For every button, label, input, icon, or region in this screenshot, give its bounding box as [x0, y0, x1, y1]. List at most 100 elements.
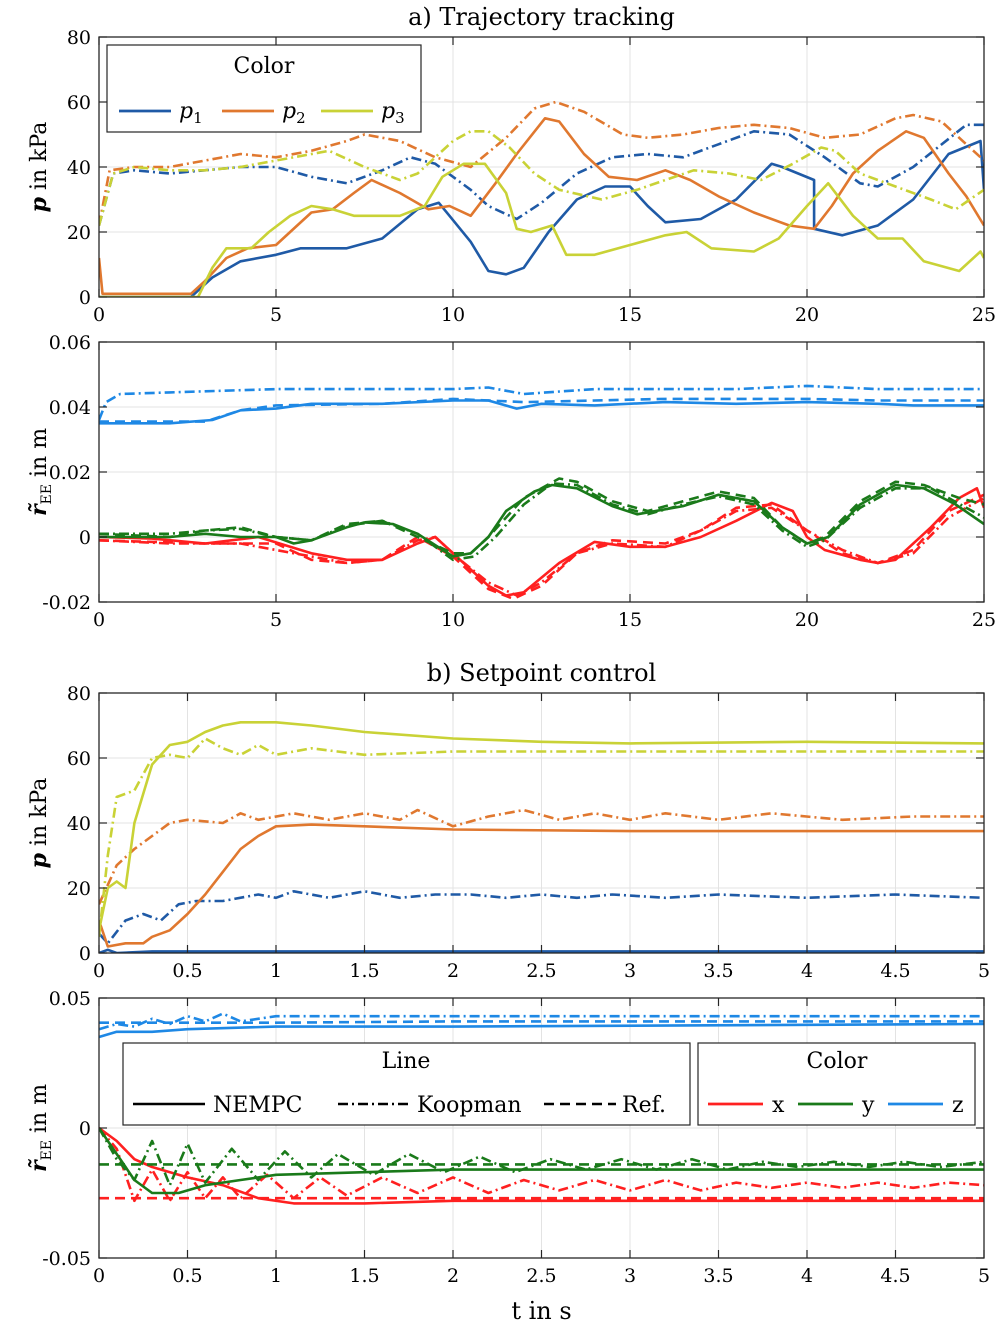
legend-title: Color	[234, 54, 295, 79]
legend-label: p3	[381, 99, 405, 127]
x-tick-label: 1	[270, 1265, 282, 1287]
y-tick-label: -0.05	[42, 1248, 91, 1270]
x-tick-label: 5	[978, 1265, 990, 1287]
x-tick-label: 0.5	[172, 960, 202, 982]
legend-color-label: x	[772, 1093, 785, 1118]
x-tick-label: 3	[624, 1265, 636, 1287]
x-tick-label: 4	[801, 1265, 813, 1287]
y-axis-unit: in kPa	[27, 778, 52, 853]
legend-subscript: 1	[193, 109, 203, 127]
y-axis-label: r̃EE in m	[26, 1084, 55, 1172]
x-tick-label: 10	[441, 304, 465, 326]
y-axis-symbol: r̃	[26, 503, 52, 516]
x-tick-label: 2.5	[526, 960, 556, 982]
series-line-3	[99, 117, 984, 296]
x-tick-label: 3	[624, 960, 636, 982]
x-tick-label: 25	[972, 304, 996, 326]
y-tick-label: 40	[67, 157, 91, 179]
series-line-5	[99, 1127, 984, 1203]
x-tick-label: 2.5	[526, 1265, 556, 1287]
legend-line-title: Line	[382, 1049, 431, 1074]
series-line-3	[99, 1020, 984, 1024]
y-axis-symbol: p	[26, 852, 52, 868]
x-tick-label: 10	[441, 609, 465, 631]
series-line-4	[99, 808, 984, 905]
y-tick-label: 0	[79, 527, 91, 549]
panel-title: b) Setpoint control	[427, 659, 656, 687]
series-line-4	[99, 487, 984, 597]
y-axis-unit: in m	[27, 428, 52, 484]
x-tick-label: 5	[270, 609, 282, 631]
series-line-1	[99, 139, 984, 297]
series-line-3	[99, 823, 984, 948]
series-line-8	[99, 482, 984, 562]
y-tick-label: 0.04	[49, 397, 91, 419]
series-line-3	[99, 397, 984, 423]
series-group	[99, 721, 984, 953]
series-line-2	[99, 384, 984, 421]
y-tick-label: 60	[67, 748, 91, 770]
x-axis-label: t in s	[511, 1297, 571, 1325]
series-group	[99, 100, 984, 297]
legend-line: Line NEMPC Koopman Ref.	[122, 1042, 691, 1126]
series-line-7	[99, 1127, 984, 1195]
y-tick-label: 80	[67, 683, 91, 705]
series-line-1	[99, 1022, 984, 1039]
y-tick-label: 0	[79, 943, 91, 965]
y-axis-label: p in kPa	[26, 778, 52, 869]
y-tick-label: 0.06	[49, 332, 91, 354]
legend-box	[106, 44, 422, 133]
legend-line-label: Koopman	[417, 1093, 522, 1118]
series-line-6	[99, 130, 984, 226]
y-tick-label: 40	[67, 813, 91, 835]
series-line-1	[99, 399, 984, 425]
series-line-2	[99, 890, 984, 945]
y-axis-unit: in m	[27, 1084, 52, 1140]
x-tick-label: 0	[93, 304, 105, 326]
series-group	[99, 1012, 984, 1205]
y-tick-label: 0	[79, 287, 91, 309]
legend-color-label: z	[952, 1093, 964, 1118]
y-tick-label: -0.02	[42, 592, 91, 614]
x-tick-label: 0	[93, 1265, 105, 1287]
x-tick-label: 25	[972, 609, 996, 631]
x-tick-label: 2	[447, 1265, 459, 1287]
legend-label: p2	[282, 99, 306, 127]
x-tick-label: 20	[795, 609, 819, 631]
y-axis-label: r̃EE in m	[26, 428, 55, 516]
x-tick-label: 3.5	[703, 960, 733, 982]
legend-label: p1	[179, 99, 203, 127]
x-tick-label: 15	[618, 304, 642, 326]
series-line-1	[99, 948, 984, 953]
y-tick-label: 0.05	[49, 988, 91, 1010]
legend-symbol: p	[381, 99, 395, 124]
y-axis-label: p in kPa	[26, 122, 52, 213]
legend-line-box	[122, 1042, 691, 1126]
legend-color-box	[697, 1042, 976, 1126]
panel-3: 0 0.5 1 1.5 2 2.5 3 3.5 4 4.5 5 0 20 40 60 80 b) Setpoin…	[26, 659, 990, 982]
x-tick-label: 3.5	[703, 1265, 733, 1287]
series-group	[99, 384, 984, 601]
series-line-7	[99, 483, 984, 558]
series-line-5	[99, 721, 984, 931]
x-tick-label: 2	[447, 960, 459, 982]
series-line-2	[99, 123, 984, 226]
y-axis-subscript: EE	[39, 484, 55, 504]
legend-color-title: Color	[807, 1049, 868, 1074]
y-axis-symbol: r̃	[26, 1159, 52, 1172]
legend-subscript: 3	[395, 109, 405, 127]
y-axis-symbol: p	[26, 196, 52, 212]
x-tick-label: 1	[270, 960, 282, 982]
y-axis-unit: in kPa	[27, 122, 52, 197]
y-tick-label: 0.02	[49, 462, 91, 484]
series-line-6	[99, 737, 984, 937]
y-tick-label: 20	[67, 222, 91, 244]
x-tick-label: 1.5	[349, 960, 379, 982]
y-tick-label: 0	[79, 1118, 91, 1140]
y-tick-label: 60	[67, 92, 91, 114]
